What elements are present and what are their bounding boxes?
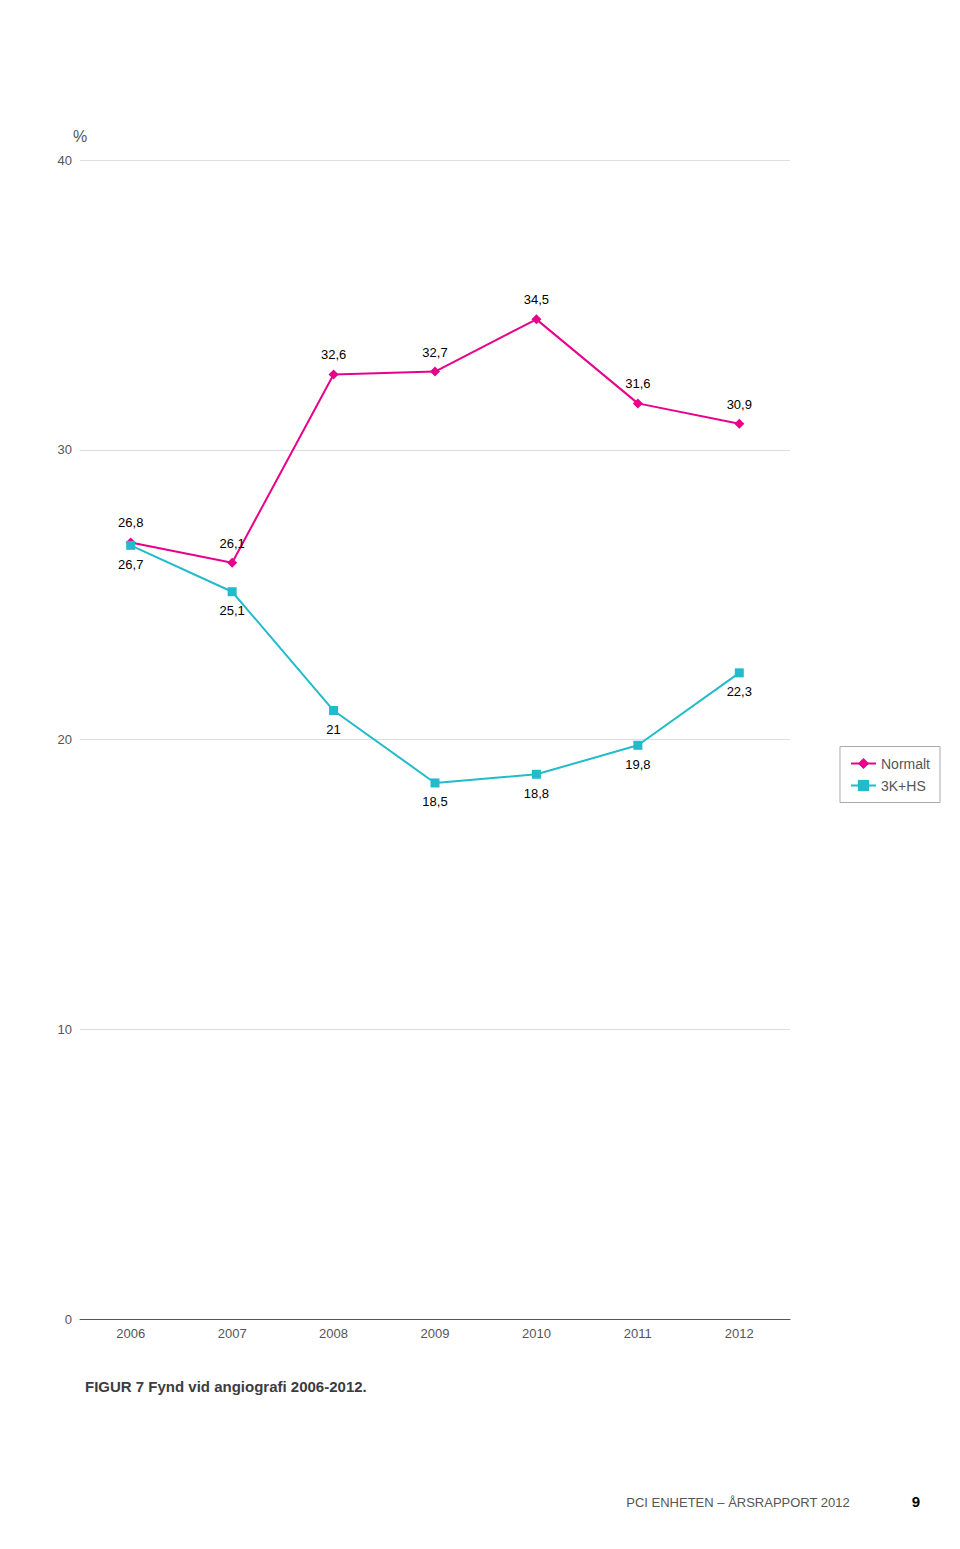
svg-text:40: 40 xyxy=(58,153,72,168)
svg-text:2010: 2010 xyxy=(522,1326,551,1341)
svg-text:19,8: 19,8 xyxy=(625,757,650,772)
svg-text:PCI ENHETEN – ÅRSRAPPORT 2012: PCI ENHETEN – ÅRSRAPPORT 2012 xyxy=(626,1495,850,1510)
svg-text:2006: 2006 xyxy=(116,1326,145,1341)
svg-text:0: 0 xyxy=(65,1312,72,1327)
svg-text:2012: 2012 xyxy=(725,1326,754,1341)
svg-text:2009: 2009 xyxy=(421,1326,450,1341)
svg-text:2008: 2008 xyxy=(319,1326,348,1341)
svg-text:21: 21 xyxy=(326,722,340,737)
svg-text:25,1: 25,1 xyxy=(219,603,244,618)
svg-text:18,5: 18,5 xyxy=(422,794,447,809)
svg-text:26,1: 26,1 xyxy=(219,536,244,551)
svg-text:30: 30 xyxy=(58,442,72,457)
svg-text:3K+HS: 3K+HS xyxy=(881,778,926,794)
svg-text:22,3: 22,3 xyxy=(727,684,752,699)
svg-text:31,6: 31,6 xyxy=(625,376,650,391)
svg-text:34,5: 34,5 xyxy=(524,292,549,307)
svg-text:18,8: 18,8 xyxy=(524,786,549,801)
svg-text:26,8: 26,8 xyxy=(118,515,143,530)
svg-text:FIGUR 7 Fynd vid angiografi 20: FIGUR 7 Fynd vid angiografi 2006-2012. xyxy=(85,1378,367,1395)
svg-text:9: 9 xyxy=(912,1493,920,1510)
svg-text:26,7: 26,7 xyxy=(118,557,143,572)
svg-text:20: 20 xyxy=(58,732,72,747)
svg-text:30,9: 30,9 xyxy=(727,397,752,412)
svg-text:Normalt: Normalt xyxy=(881,756,930,772)
svg-text:10: 10 xyxy=(58,1022,72,1037)
svg-text:32,7: 32,7 xyxy=(422,345,447,360)
svg-text:2007: 2007 xyxy=(218,1326,247,1341)
svg-text:%: % xyxy=(73,128,87,145)
svg-text:2011: 2011 xyxy=(624,1326,652,1341)
svg-text:32,6: 32,6 xyxy=(321,347,346,362)
